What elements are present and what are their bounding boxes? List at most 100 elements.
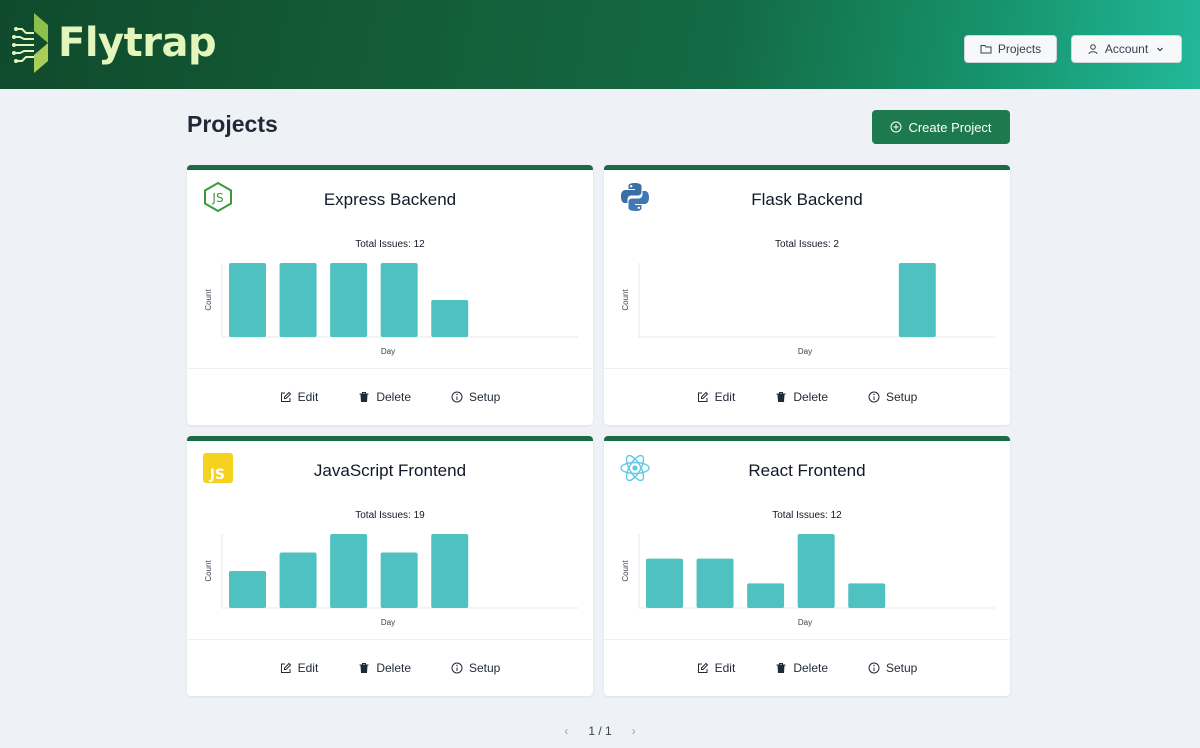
card-actions: Edit Delete Setup xyxy=(604,368,1010,425)
project-card[interactable]: JS JavaScript Frontend Total Issues: 19 … xyxy=(187,436,593,696)
chart-bar xyxy=(279,263,317,337)
delete-label: Delete xyxy=(376,660,411,675)
app-header: Flytrap Projects Account xyxy=(0,0,1200,89)
project-name: Express Backend xyxy=(323,190,457,209)
chart-bar xyxy=(431,534,469,608)
page-title: Projects xyxy=(187,111,278,137)
create-project-label: Create Project xyxy=(908,119,992,135)
delete-label: Delete xyxy=(793,389,828,404)
delete-button[interactable]: Delete xyxy=(775,390,828,404)
x-axis-label: Day xyxy=(798,618,812,627)
account-menu-label: Account xyxy=(1104,42,1149,56)
create-project-button[interactable]: Create Project xyxy=(872,110,1010,144)
chart-bar xyxy=(848,583,886,608)
chart-bar xyxy=(646,558,683,608)
edit-label: Edit xyxy=(297,389,319,404)
issues-chart: Day Count xyxy=(204,263,578,356)
setup-button[interactable]: Setup xyxy=(868,661,917,675)
react-icon xyxy=(620,454,650,482)
project-card[interactable]: Flask Backend Total Issues: 2 Day Count E… xyxy=(604,165,1010,425)
trash-icon xyxy=(776,662,786,673)
y-axis-label: Count xyxy=(621,560,630,582)
edit-icon xyxy=(280,662,291,673)
account-menu-button[interactable]: Account xyxy=(1071,35,1182,63)
next-page-button[interactable]: › xyxy=(631,724,636,738)
total-issues-label: Total Issues: 12 xyxy=(355,239,425,250)
edit-label: Edit xyxy=(714,389,736,404)
project-name: React Frontend xyxy=(748,461,866,480)
project-card[interactable]: React Frontend Total Issues: 12 Day Count… xyxy=(604,436,1010,696)
python-icon xyxy=(621,183,649,211)
edit-icon xyxy=(280,391,291,402)
trash-icon xyxy=(776,391,786,402)
issues-chart: Day Count xyxy=(621,534,995,627)
setup-button[interactable]: Setup xyxy=(451,390,500,404)
brand-name: Flytrap xyxy=(58,20,217,66)
edit-label: Edit xyxy=(297,660,319,675)
card-actions: Edit Delete Setup xyxy=(187,639,593,696)
card-actions: Edit Delete Setup xyxy=(604,639,1010,696)
trash-icon xyxy=(359,391,369,402)
setup-label: Setup xyxy=(469,660,501,675)
info-icon xyxy=(868,391,880,402)
projects-nav-label: Projects xyxy=(997,42,1042,56)
chart-bar xyxy=(229,263,266,337)
x-axis-label: Day xyxy=(798,347,812,356)
chart-bar xyxy=(380,263,418,337)
x-axis-label: Day xyxy=(381,347,395,356)
delete-button[interactable]: Delete xyxy=(358,661,411,675)
edit-button[interactable]: Edit xyxy=(697,661,735,675)
javascript-icon: JS xyxy=(203,453,233,483)
setup-label: Setup xyxy=(886,389,918,404)
svg-text:JS: JS xyxy=(209,467,225,483)
delete-button[interactable]: Delete xyxy=(358,390,411,404)
trash-icon xyxy=(359,662,369,673)
chart-bar xyxy=(431,300,469,337)
pagination: ‹ 1 / 1 › xyxy=(0,724,1200,738)
projects-nav-button[interactable]: Projects xyxy=(964,35,1057,63)
edit-icon xyxy=(697,391,708,402)
y-axis-label: Count xyxy=(204,560,213,582)
delete-label: Delete xyxy=(376,389,411,404)
folder-icon xyxy=(980,45,992,54)
card-divider xyxy=(604,368,1010,369)
chart-bar xyxy=(797,534,835,608)
setup-button[interactable]: Setup xyxy=(451,661,500,675)
card-actions: Edit Delete Setup xyxy=(187,368,593,425)
total-issues-label: Total Issues: 2 xyxy=(775,239,839,250)
chart-bar xyxy=(330,263,368,337)
chart-bar xyxy=(229,571,266,608)
chart-bar xyxy=(380,552,418,608)
chevron-down-icon xyxy=(1157,47,1164,52)
x-axis-label: Day xyxy=(381,618,395,627)
info-icon xyxy=(451,391,463,402)
y-axis-label: Count xyxy=(621,289,630,311)
delete-label: Delete xyxy=(793,660,828,675)
card-divider xyxy=(187,368,593,369)
edit-button[interactable]: Edit xyxy=(280,389,319,404)
user-icon xyxy=(1088,44,1098,55)
setup-label: Setup xyxy=(469,389,501,404)
setup-label: Setup xyxy=(886,660,918,675)
project-name: JavaScript Frontend xyxy=(313,461,467,480)
info-icon xyxy=(451,662,463,673)
edit-button[interactable]: Edit xyxy=(697,389,736,404)
chart-bar xyxy=(747,583,785,608)
card-divider xyxy=(604,639,1010,640)
project-card[interactable]: JS Express Backend Total Issues: 12 Day C… xyxy=(187,165,593,425)
delete-button[interactable]: Delete xyxy=(775,661,828,675)
prev-page-button[interactable]: ‹ xyxy=(564,724,569,738)
project-name: Flask Backend xyxy=(751,190,863,209)
svg-text:JS: JS xyxy=(211,191,223,205)
nodejs-icon: JS xyxy=(204,181,232,213)
total-issues-label: Total Issues: 19 xyxy=(355,510,425,521)
edit-icon xyxy=(697,662,708,673)
flytrap-logo-icon xyxy=(12,13,48,73)
issues-chart: Day Count xyxy=(621,263,995,356)
total-issues-label: Total Issues: 12 xyxy=(772,510,842,521)
chart-bar xyxy=(898,263,936,337)
setup-button[interactable]: Setup xyxy=(868,390,917,404)
info-icon xyxy=(868,662,880,673)
edit-button[interactable]: Edit xyxy=(280,660,319,675)
y-axis-label: Count xyxy=(204,289,213,311)
